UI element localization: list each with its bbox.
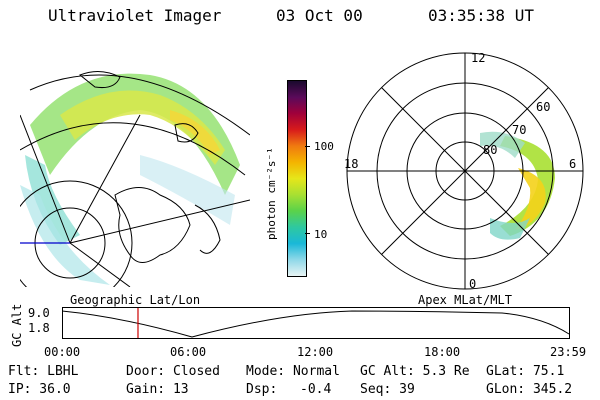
timeline-plot [62, 307, 570, 339]
mlt-label-18: 18 [344, 157, 358, 171]
mlat-label-60: 60 [536, 100, 550, 114]
geographic-caption: Geographic Lat/Lon [70, 293, 201, 307]
polar-plot: 12 18 6 0 60 70 80 [344, 51, 584, 291]
altitude-curve [62, 310, 570, 338]
timeline-tick-0: 00:00 [44, 345, 81, 359]
info-gc-alt: GC Alt: 5.3 Re [360, 364, 470, 379]
mlt-label-6: 6 [569, 157, 576, 171]
colorbar-unit-label: photon cm⁻²s⁻¹ [265, 147, 278, 240]
info-door: Door: Closed [126, 364, 220, 379]
info-dsp-label: Dsp: [246, 382, 278, 397]
mlt-label-0: 0 [469, 277, 476, 291]
colorbar-tick-10 [305, 233, 310, 234]
date-label: 03 Oct 00 [276, 6, 363, 25]
colorbar [287, 80, 307, 277]
info-gain: Gain: 13 [126, 382, 189, 397]
info-ip: IP: 36.0 [8, 382, 71, 397]
app-title: Ultraviolet Imager [48, 6, 222, 25]
info-glon: GLon: 345.2 [486, 382, 573, 397]
info-glat: GLat: 75.1 [486, 364, 565, 379]
mlat-label-80: 80 [483, 143, 497, 157]
timeline-tick-4: 23:59 [550, 345, 587, 359]
mlat-label-70: 70 [512, 123, 526, 137]
timeline-ymax: 9.0 [28, 306, 50, 320]
info-seq: Seq: 39 [360, 382, 415, 397]
timeline-tick-3: 18:00 [424, 345, 461, 359]
geographic-image [20, 71, 250, 287]
time-label: 03:35:38 UT [428, 6, 534, 25]
colorbar-gradient [288, 81, 306, 276]
timeline-ymin: 1.8 [28, 321, 50, 335]
info-flt: Flt: LBHL [8, 364, 79, 379]
timeline-tick-2: 12:00 [297, 345, 334, 359]
apex-caption: Apex MLat/MLT [418, 293, 512, 307]
colorbar-tick-100-label: 100 [314, 140, 334, 153]
colorbar-tick-10-label: 10 [314, 228, 328, 241]
colorbar-tick-100 [305, 146, 310, 147]
timeline-tick-1: 06:00 [170, 345, 207, 359]
mlt-label-12: 12 [471, 51, 485, 65]
info-mode: Mode: Normal [246, 364, 340, 379]
timeline-ylabel: GC Alt [10, 303, 24, 347]
info-dsp-value: -0.4 [300, 382, 332, 397]
